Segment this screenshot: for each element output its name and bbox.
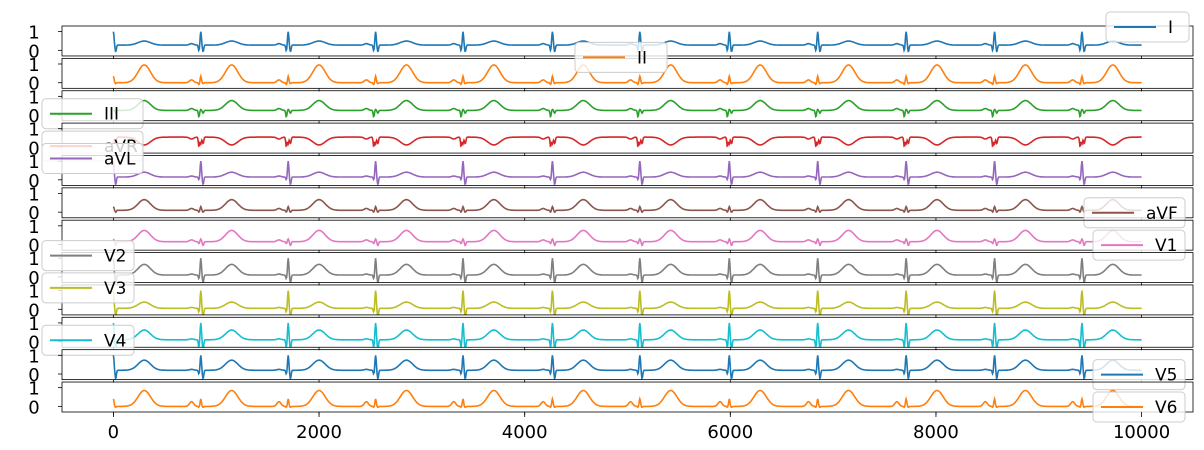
y-tick-label: 0 [28,268,39,289]
series-line-v4 [112,322,1142,348]
y-tick-label: 0 [28,300,39,321]
subplot-frame [61,90,1194,122]
legend-label: V6 [1155,398,1177,418]
y-tick-label: 1 [28,87,39,108]
y-tick-label: 0 [28,171,39,192]
x-tick-label: 10000 [1113,422,1170,443]
legend-label: V4 [104,331,126,351]
subplot-frame [61,381,1194,413]
subplot-avr: 01aVR [28,120,1194,162]
legend-box [41,142,144,174]
subplot-frame [61,349,1194,381]
subplot-avl: 01 aVL [28,142,1194,192]
series-line-avl [112,160,1142,186]
y-tick-label: 1 [28,217,39,238]
legend-label: aVF [1146,204,1178,224]
legend-iii: III [41,98,144,130]
subplot-frame [61,219,1194,251]
subplot-frame [61,187,1194,219]
y-tick-label: 0 [28,106,39,127]
y-tick-label: 0 [28,74,39,95]
legend-avl: aVL [41,142,144,174]
legend-v3: V3 [41,272,135,304]
legend-v2: V2 [41,240,135,272]
series-line-ii [112,64,1142,86]
y-tick-label: 1 [28,55,39,76]
series-line-v3 [112,290,1142,315]
y-tick-label: 1 [28,152,39,173]
series-line-v5 [112,355,1142,380]
x-axis: 0 2000 4000 6000 8000 10000 [108,412,1170,443]
y-tick-label: 0 [28,397,39,418]
series-line-avf [112,198,1142,214]
series-line-iii [112,99,1142,119]
subplot-frame [61,316,1194,348]
subplot-frame [61,155,1194,186]
legend-v4: V4 [41,324,135,356]
subplot-frame [61,252,1194,283]
y-tick-label: 1 [28,120,39,141]
legend-box [41,98,144,130]
legend-i: I [1105,11,1190,43]
legend-ii: II [574,41,668,73]
x-tick-label: 2000 [296,422,342,443]
legend-label: aVL [104,149,136,169]
x-tick-label: 4000 [502,422,548,443]
legend-label: V5 [1155,366,1177,386]
y-tick-label: 1 [28,249,39,270]
legend-label: II [637,48,647,68]
legend-v5: V5 [1092,359,1186,391]
subplot-v2: 01 V2 [28,240,1194,289]
x-tick-label: 8000 [913,422,959,443]
legend-avf: aVF [1083,197,1186,229]
legend-v1: V1 [1092,229,1186,261]
subplot-panels: 01I01II01III01aVR01aVL01aVF01V101V201V30… [28,11,1194,423]
x-tick-label: 6000 [707,422,753,443]
y-tick-label: 1 [28,314,39,335]
y-tick-label: 0 [28,236,39,257]
subplot-iii: 01 III [28,87,1194,130]
series-line-v2 [112,258,1142,283]
y-tick-label: 1 [28,23,39,44]
y-tick-label: 1 [28,379,39,400]
subplot-v5: 01 V5 [28,346,1194,391]
legend-label: V1 [1155,236,1177,256]
subplot-avf: 01 aVF [28,184,1194,229]
series-line-v6 [112,389,1142,409]
subplot-ii: 01 II [28,41,1194,95]
subplot-frame [61,284,1194,316]
series-line-avr [112,136,1142,148]
subplot-v1: 01 V1 [28,217,1194,261]
subplot-v6: 01 V6 [28,379,1194,423]
legend-label: V3 [104,279,126,299]
legend-label: V2 [104,247,126,267]
y-tick-label: 0 [28,41,39,62]
y-tick-label: 0 [28,138,39,159]
legend-label: I [1168,18,1173,38]
series-line-v1 [112,229,1142,247]
legend-label: III [104,105,119,125]
y-tick-label: 0 [28,365,39,386]
x-tick-label: 0 [108,422,119,443]
legend-v6: V6 [1092,391,1186,423]
subplot-v3: 01 V3 [28,272,1194,321]
y-tick-label: 1 [28,184,39,205]
subplot-v4: 01 V4 [28,314,1194,356]
y-tick-label: 0 [28,333,39,354]
y-tick-label: 1 [28,282,39,303]
y-tick-label: 1 [28,346,39,367]
y-tick-label: 0 [28,203,39,224]
